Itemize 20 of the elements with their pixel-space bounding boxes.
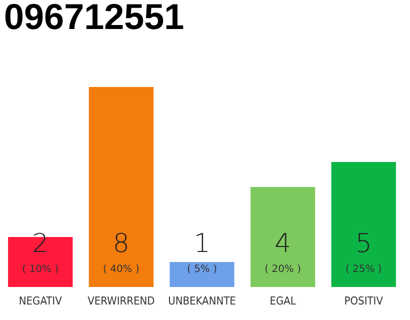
data-label: ( 25% ) — [345, 264, 382, 275]
x-tick-label: POSITIV — [344, 294, 384, 308]
bar — [250, 187, 316, 287]
annotation: 4 — [274, 229, 292, 259]
bar — [170, 262, 234, 287]
data-label: ( 10% ) — [22, 264, 59, 275]
annotation: 1 — [194, 229, 210, 259]
data-label: ( 40% ) — [102, 264, 140, 275]
data-label: ( 20% ) — [264, 264, 302, 275]
x-tick-label: EGAL — [270, 294, 296, 308]
x-tick-label: UNBEKANNTE — [168, 294, 236, 308]
data-label: ( 5% ) — [186, 264, 218, 275]
chart-title: 096712551 — [4, 0, 184, 37]
bar — [331, 162, 396, 287]
annotation: 5 — [355, 229, 372, 259]
x-tick-label: VERWIRREND — [88, 294, 156, 308]
annotation: 8 — [112, 229, 130, 259]
x-tick-label: NEGATIV — [18, 294, 62, 308]
bar — [88, 87, 154, 287]
annotation: 2 — [32, 229, 49, 259]
